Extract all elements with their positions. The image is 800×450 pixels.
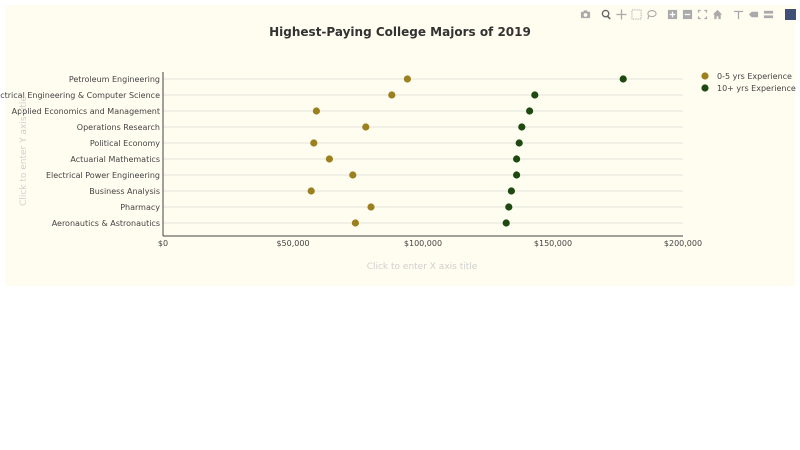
hover-closest-icon[interactable] bbox=[746, 7, 761, 21]
box-select-icon[interactable] bbox=[629, 7, 644, 21]
legend-marker bbox=[701, 84, 709, 92]
y-category-label: Pharmacy bbox=[120, 203, 160, 212]
x-axis-title-placeholder[interactable]: Click to enter X axis title bbox=[367, 262, 478, 272]
legend-label: 10+ yrs Experience bbox=[717, 84, 796, 93]
zoom-in-icon[interactable] bbox=[665, 7, 680, 21]
y-category-label: Aeronautics & Astronautics bbox=[52, 219, 160, 228]
zoom-icon[interactable] bbox=[599, 7, 614, 21]
legend-label: 0-5 yrs Experience bbox=[717, 72, 792, 81]
y-category-label: Applied Economics and Management bbox=[12, 107, 160, 116]
y-category-label: Business Analysis bbox=[89, 187, 160, 196]
x-tick-label: $150,000 bbox=[534, 239, 572, 248]
legend-item[interactable]: 0-5 yrs Experience bbox=[701, 72, 792, 81]
point-10-plus-yrs[interactable] bbox=[515, 139, 523, 147]
chart-title: Highest-Paying College Majors of 2019 bbox=[269, 25, 531, 39]
point-10-plus-yrs[interactable] bbox=[513, 171, 521, 179]
modebar bbox=[578, 7, 796, 21]
point-0-5-yrs[interactable] bbox=[307, 187, 315, 195]
point-0-5-yrs[interactable] bbox=[388, 91, 396, 99]
y-category-label: Electrical Engineering & Computer Scienc… bbox=[0, 91, 160, 100]
data-points[interactable] bbox=[307, 75, 627, 227]
legend-item[interactable]: 10+ yrs Experience bbox=[701, 84, 796, 93]
point-10-plus-yrs[interactable] bbox=[518, 123, 526, 131]
point-10-plus-yrs[interactable] bbox=[526, 107, 534, 115]
axes bbox=[162, 72, 683, 237]
chart-panel bbox=[5, 5, 795, 286]
point-0-5-yrs[interactable] bbox=[325, 155, 333, 163]
lasso-icon[interactable] bbox=[644, 7, 659, 21]
y-category-label: Electrical Power Engineering bbox=[46, 171, 160, 180]
y-category-labels: Petroleum Engineering Electrical Engineer… bbox=[0, 75, 160, 228]
point-10-plus-yrs[interactable] bbox=[505, 203, 513, 211]
point-10-plus-yrs[interactable] bbox=[531, 91, 539, 99]
pan-icon[interactable] bbox=[614, 7, 629, 21]
point-0-5-yrs[interactable] bbox=[362, 123, 370, 131]
reset-axes-icon[interactable] bbox=[710, 7, 725, 21]
point-0-5-yrs[interactable] bbox=[349, 171, 357, 179]
point-10-plus-yrs[interactable] bbox=[502, 219, 510, 227]
hover-compare-icon[interactable] bbox=[761, 7, 776, 21]
y-category-label: Political Economy bbox=[90, 139, 160, 148]
point-0-5-yrs[interactable] bbox=[403, 75, 411, 83]
y-axis-title-placeholder[interactable]: Click to enter Y axis title bbox=[19, 96, 29, 206]
x-tick-label: $100,000 bbox=[404, 239, 442, 248]
point-0-5-yrs[interactable] bbox=[310, 139, 318, 147]
legend-marker bbox=[701, 72, 709, 80]
point-0-5-yrs[interactable] bbox=[312, 107, 320, 115]
x-tick-label: $50,000 bbox=[276, 239, 309, 248]
y-category-label: Petroleum Engineering bbox=[69, 75, 160, 84]
autoscale-icon[interactable] bbox=[695, 7, 710, 21]
x-tick-label: $200,000 bbox=[664, 239, 702, 248]
y-category-label: Actuarial Mathematics bbox=[70, 155, 160, 164]
x-tick-labels: $0 $50,000 $100,000 $150,000 $200,000 bbox=[158, 239, 702, 248]
legend[interactable]: 0-5 yrs Experience 10+ yrs Experience bbox=[701, 72, 796, 93]
point-10-plus-yrs[interactable] bbox=[513, 155, 521, 163]
plotly-logo-icon[interactable] bbox=[785, 8, 796, 20]
gridlines bbox=[163, 78, 683, 224]
spike-lines-icon[interactable] bbox=[731, 7, 746, 21]
y-category-label: Operations Research bbox=[77, 123, 160, 132]
zoom-out-icon[interactable] bbox=[680, 7, 695, 21]
point-10-plus-yrs[interactable] bbox=[619, 75, 627, 83]
camera-icon[interactable] bbox=[578, 7, 593, 21]
point-0-5-yrs[interactable] bbox=[351, 219, 359, 227]
point-0-5-yrs[interactable] bbox=[367, 203, 375, 211]
x-tick-label: $0 bbox=[158, 239, 168, 248]
point-10-plus-yrs[interactable] bbox=[507, 187, 515, 195]
